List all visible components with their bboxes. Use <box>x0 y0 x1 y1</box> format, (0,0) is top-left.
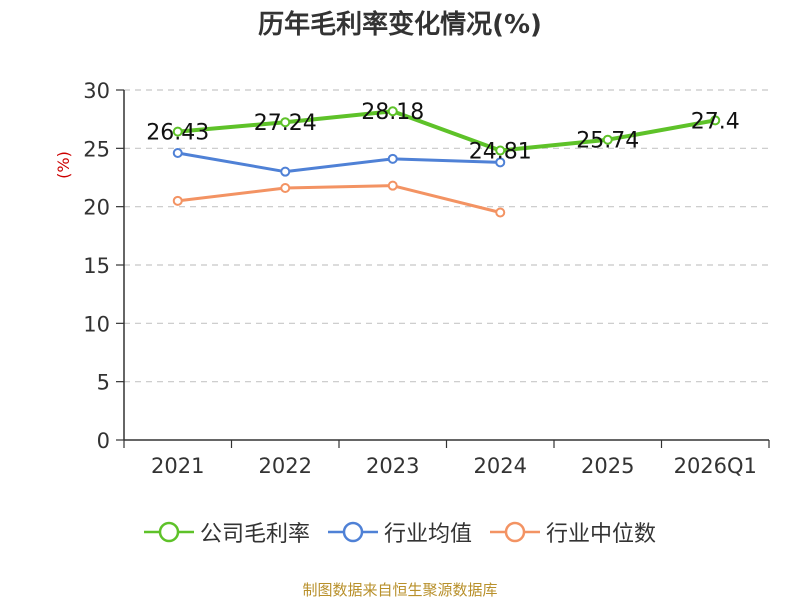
data-label: 25.74 <box>576 129 639 154</box>
legend-label-company: 公司毛利率 <box>199 522 310 547</box>
legend-marker-industry-mean <box>327 521 378 543</box>
legend-label-industry-median: 行业中位数 <box>546 522 657 547</box>
y-tick-label: 20 <box>83 196 110 220</box>
x-tick-label: 2024 <box>474 454 527 478</box>
data-source-note: 制图数据来自恒生聚源数据库 <box>302 581 498 599</box>
chart-title: 历年毛利率变化情况(%) <box>258 10 542 40</box>
legend-marker-industry-median <box>490 521 540 543</box>
data-point <box>495 207 506 218</box>
data-label: 27.4 <box>691 109 740 134</box>
legend-label-industry-mean: 行业均值 <box>383 522 472 547</box>
data-point <box>172 195 183 206</box>
y-tick-label: 0 <box>97 429 110 453</box>
series-line <box>176 151 502 174</box>
data-point <box>280 117 291 128</box>
y-tick-label: 25 <box>83 137 110 161</box>
data-label: 28.18 <box>361 100 424 125</box>
legend-dot <box>504 521 526 543</box>
y-tick-label: 10 <box>83 312 110 336</box>
y-tick-label: 30 <box>83 79 110 103</box>
x-tick-label: 2026Q1 <box>674 454 757 478</box>
data-point <box>495 157 506 168</box>
data-point <box>387 180 398 191</box>
data-point <box>387 153 398 164</box>
y-tick-label: 15 <box>83 254 110 278</box>
legend: 公司毛利率 行业均值 行业中位数 <box>0 516 800 548</box>
legend-dot <box>158 521 180 543</box>
x-tick-label: 2023 <box>366 454 419 478</box>
data-point <box>280 166 291 177</box>
data-point <box>710 115 721 126</box>
x-tick-label: 2022 <box>259 454 312 478</box>
data-point <box>172 126 183 137</box>
data-label: 24.81 <box>469 140 532 165</box>
y-tick-label: 5 <box>97 371 110 395</box>
legend-item-company[interactable]: 公司毛利率 <box>143 516 310 548</box>
legend-item-industry-median[interactable]: 行业中位数 <box>490 516 656 548</box>
x-tick-label: 2021 <box>151 454 204 478</box>
legend-item-industry-mean[interactable]: 行业均值 <box>327 516 472 548</box>
data-point <box>387 106 398 117</box>
series-line <box>176 184 502 214</box>
data-point <box>172 148 183 158</box>
legend-dot <box>342 521 364 543</box>
data-label: 27.24 <box>254 111 317 136</box>
data-label: 26.43 <box>146 121 209 146</box>
x-tick-label: 2025 <box>581 454 634 478</box>
data-point <box>280 183 291 193</box>
data-point <box>602 134 613 145</box>
legend-marker-company <box>143 521 194 543</box>
y-axis-label: (%) <box>54 151 73 179</box>
series-line <box>175 109 718 153</box>
data-point <box>495 145 506 156</box>
